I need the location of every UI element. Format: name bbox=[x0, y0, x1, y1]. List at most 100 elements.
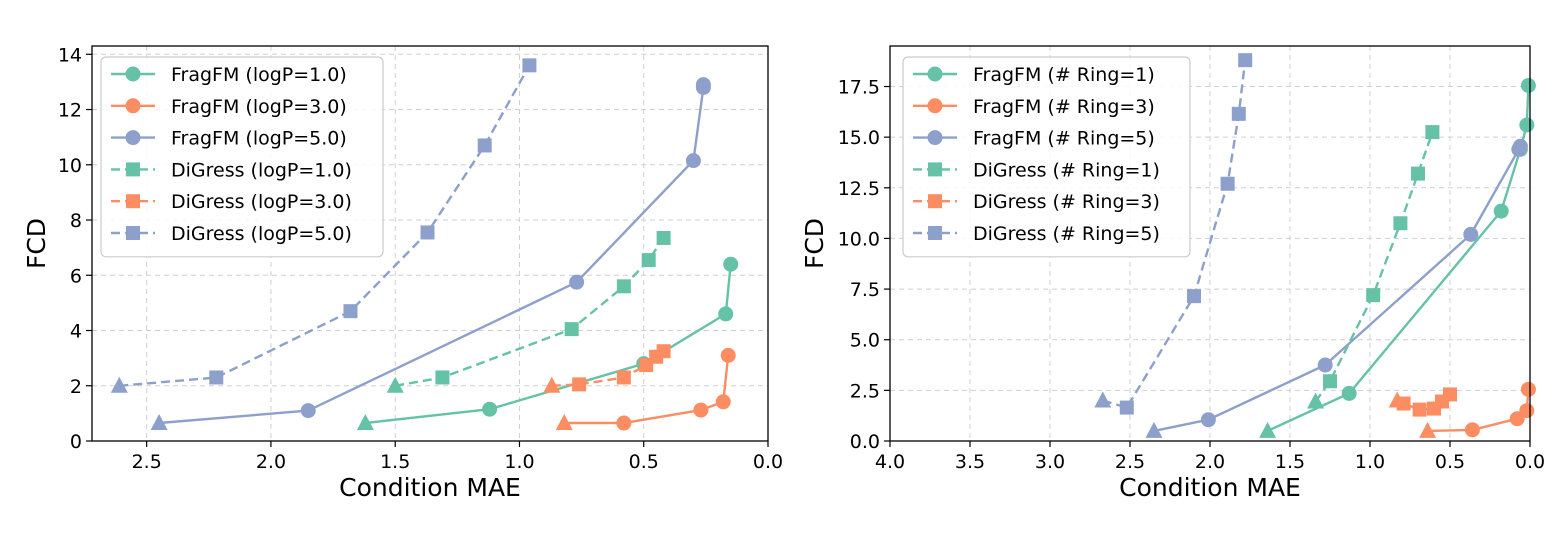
series-digress-logp-5-0 bbox=[110, 58, 537, 393]
series-line bbox=[119, 64, 531, 387]
data-point bbox=[1396, 396, 1411, 411]
legend-item-digress-logp-3-0: DiGress (logP=3.0) bbox=[111, 191, 352, 213]
legend-marker bbox=[927, 98, 943, 114]
y-tick-label: 5.0 bbox=[850, 330, 880, 352]
legend-marker bbox=[928, 162, 942, 177]
x-tick-label: 1.5 bbox=[1275, 451, 1305, 473]
data-point bbox=[695, 77, 711, 93]
legend-item-fragfm-logp-1-0: FragFM (logP=1.0) bbox=[111, 64, 347, 86]
data-point bbox=[477, 138, 492, 153]
data-point bbox=[555, 414, 573, 431]
series-line bbox=[365, 264, 732, 425]
plot-area bbox=[110, 58, 739, 431]
data-point bbox=[110, 376, 128, 393]
legend-marker bbox=[126, 194, 140, 209]
data-point bbox=[1463, 226, 1479, 242]
legend-label: FragFM (logP=3.0) bbox=[171, 96, 347, 118]
legend-marker bbox=[125, 66, 141, 82]
legend: FragFM (logP=1.0) FragFM (logP=3.0) FragFM… bbox=[100, 56, 384, 258]
chart-left-logp: 2.5 2.0 1.5 1.0 0.5 0.0 0 2 4 6 8 10 12 14 Condition M… bbox=[22, 44, 783, 502]
x-tick-label: 0.5 bbox=[629, 451, 659, 473]
legend-item-fragfm-logp-3-0: FragFM (logP=3.0) bbox=[111, 96, 347, 118]
data-point bbox=[616, 415, 632, 431]
y-tick-label: 14 bbox=[58, 44, 82, 66]
legend-item-fragfm-ring-5: FragFM (# Ring=5) bbox=[913, 128, 1155, 150]
data-point bbox=[1094, 391, 1112, 408]
y-tick-label: 2.5 bbox=[850, 380, 880, 402]
legend-marker bbox=[927, 130, 943, 146]
data-point bbox=[543, 376, 561, 393]
axes: 2.5 2.0 1.5 1.0 0.5 0.0 0 2 4 6 8 10 12 14 bbox=[58, 44, 783, 473]
data-point bbox=[1443, 387, 1457, 402]
y-tick-label: 15.0 bbox=[838, 127, 880, 149]
data-point bbox=[1519, 403, 1535, 419]
x-tick-label: 0.0 bbox=[1515, 451, 1545, 473]
data-point bbox=[572, 377, 587, 392]
legend: FragFM (# Ring=1) FragFM (# Ring=3) FragFM… bbox=[902, 56, 1191, 258]
y-tick-label: 0.0 bbox=[850, 431, 880, 453]
x-tick-label: 2.0 bbox=[1195, 451, 1225, 473]
legend-marker bbox=[125, 130, 141, 146]
series-fragfm-ring-3 bbox=[1419, 381, 1536, 438]
y-tick-label: 7.5 bbox=[850, 279, 880, 301]
data-point bbox=[564, 322, 579, 337]
data-point bbox=[482, 401, 498, 417]
data-point bbox=[718, 306, 734, 322]
legend-marker bbox=[126, 162, 140, 177]
data-point bbox=[1238, 53, 1253, 68]
x-tick-label: 0.0 bbox=[753, 451, 783, 473]
data-point bbox=[1220, 176, 1235, 191]
y-tick-label: 12.5 bbox=[838, 178, 880, 200]
x-tick-label: 3.5 bbox=[955, 451, 985, 473]
legend-item-fragfm-ring-3: FragFM (# Ring=3) bbox=[913, 96, 1155, 118]
series-digress-ring-1 bbox=[1307, 125, 1440, 409]
legend-label: FragFM (# Ring=5) bbox=[973, 128, 1155, 150]
legend-label: FragFM (logP=5.0) bbox=[171, 128, 347, 150]
x-tick-label: 4.0 bbox=[875, 451, 905, 473]
data-point bbox=[1419, 421, 1437, 438]
data-point bbox=[1259, 421, 1277, 438]
legend-marker bbox=[927, 66, 943, 82]
legend-item-digress-ring-3: DiGress (# Ring=3) bbox=[913, 191, 1160, 213]
x-tick-label: 2.5 bbox=[1115, 451, 1145, 473]
legend-frame bbox=[902, 56, 1191, 258]
series-line bbox=[394, 237, 665, 387]
data-point bbox=[300, 403, 316, 419]
data-point bbox=[1145, 421, 1163, 438]
x-tick-label: 0.5 bbox=[1435, 451, 1465, 473]
data-point bbox=[209, 370, 224, 385]
data-point bbox=[1187, 289, 1201, 304]
plot-frame bbox=[91, 45, 769, 442]
data-point bbox=[1411, 166, 1425, 181]
y-tick-label: 10.0 bbox=[838, 228, 880, 250]
y-tick-label: 17.5 bbox=[838, 77, 880, 99]
data-point bbox=[693, 402, 709, 418]
data-point bbox=[386, 376, 404, 393]
y-tick-label: 8 bbox=[70, 210, 82, 232]
data-point bbox=[685, 153, 701, 169]
y-tick-label: 10 bbox=[58, 155, 82, 177]
data-point bbox=[616, 279, 631, 294]
x-tick-label: 1.0 bbox=[1355, 451, 1385, 473]
data-point bbox=[420, 225, 435, 240]
legend-marker bbox=[126, 226, 140, 240]
y-axis-label: FCD bbox=[800, 218, 829, 269]
series-digress-logp-1-0 bbox=[386, 230, 671, 393]
data-point bbox=[1519, 117, 1535, 133]
data-point bbox=[522, 58, 537, 73]
data-point bbox=[1307, 392, 1325, 409]
y-tick-label: 2 bbox=[70, 376, 82, 398]
data-point bbox=[1231, 106, 1246, 121]
legend-label: FragFM (logP=1.0) bbox=[171, 64, 347, 86]
y-tick-label: 12 bbox=[58, 100, 82, 122]
legend-item-digress-logp-5-0: DiGress (logP=5.0) bbox=[111, 223, 352, 245]
data-point bbox=[1341, 385, 1357, 401]
data-point bbox=[1366, 288, 1381, 303]
series-fragfm-logp-1-0 bbox=[356, 256, 739, 431]
data-point bbox=[569, 274, 585, 290]
legend-label: FragFM (# Ring=1) bbox=[973, 64, 1155, 86]
plot-frame bbox=[889, 45, 1531, 442]
data-point bbox=[1520, 78, 1536, 93]
